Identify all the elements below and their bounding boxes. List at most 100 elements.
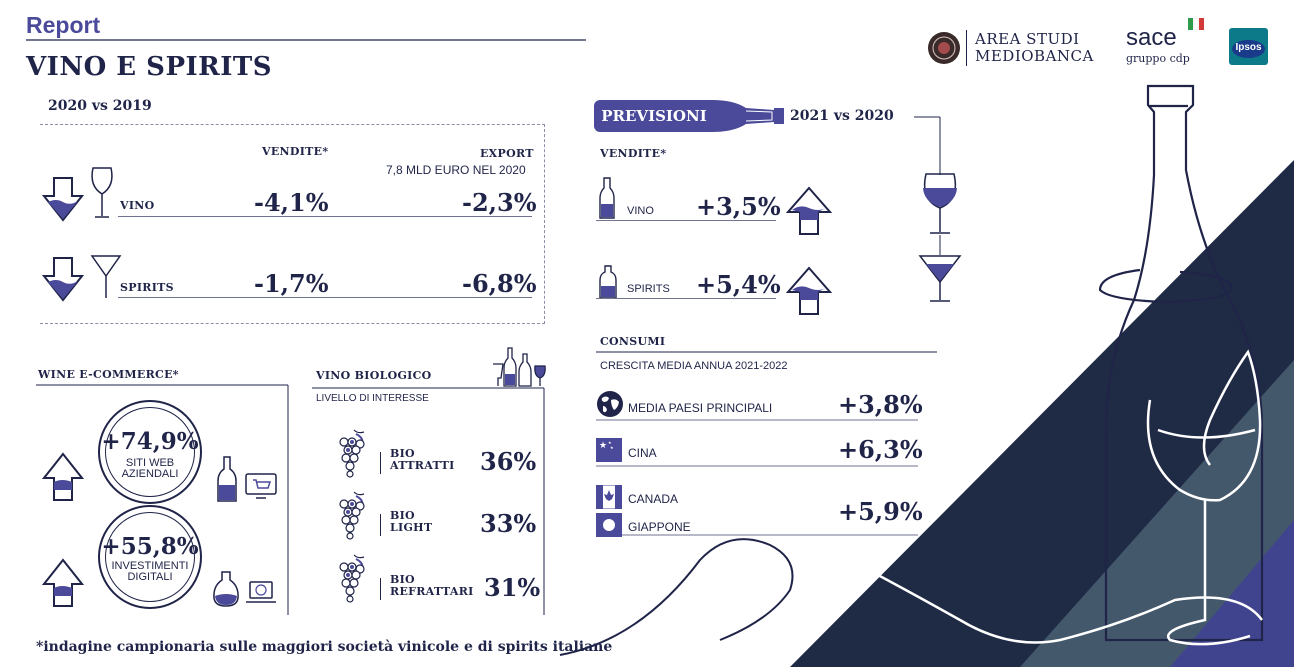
wine-bottle-icon — [599, 177, 615, 219]
forecast-col-vendite: VENDITE* — [600, 147, 667, 160]
consumi-subtitle: CRESCITA MEDIA ANNUA 2021-2022 — [600, 360, 788, 372]
globe-icon — [597, 391, 623, 417]
bio-value: 33% — [480, 509, 537, 538]
svg-text:★: ★ — [610, 445, 614, 450]
ecommerce-circle — [98, 400, 202, 504]
logo-divider — [966, 30, 967, 66]
bio-label: BIO LIGHT — [390, 510, 432, 534]
ecommerce-title: WINE E-COMMERCE* — [38, 368, 179, 381]
bio-label-line2: ATTRATTI — [390, 459, 455, 472]
forecast-period: 2021 vs 2020 — [790, 108, 894, 124]
forecast-badge: PREVISIONI — [594, 100, 714, 132]
grapes-icon — [339, 429, 365, 478]
sace-sub: gruppo cdp — [1126, 52, 1190, 65]
bio-value: 36% — [480, 447, 537, 476]
up-arrow-icon — [42, 558, 84, 607]
consumi-row-label: CINA — [628, 446, 657, 460]
ecommerce-label-line2: DIGITALI — [127, 571, 173, 583]
up-arrow-icon — [42, 452, 84, 501]
consumi-title: CONSUMI — [600, 335, 666, 348]
past-col-export: EXPORT — [480, 147, 534, 160]
bottle-line-art — [1098, 84, 1264, 642]
page-title: VINO E SPIRITS — [26, 52, 273, 82]
row-underline — [596, 220, 776, 221]
ecommerce-label: INVESTIMENTI DIGITALI — [100, 561, 200, 583]
consumi-row-value: +5,9% — [838, 497, 923, 526]
forecast-row-label: VINO — [627, 205, 654, 217]
consumi-row-label: GIAPPONE — [628, 520, 691, 534]
japan-flag-icon — [596, 513, 622, 537]
laptop-euro-icon — [246, 581, 276, 603]
past-row-vendite: -4,1% — [254, 188, 329, 217]
glass-line-art — [699, 349, 1264, 646]
ecommerce-value: +74,9% — [101, 428, 199, 455]
consumi-row-label: MEDIA PAESI PRINCIPALI — [628, 401, 773, 415]
row-underline — [118, 297, 532, 298]
bio-label-line1: BIO — [390, 447, 415, 460]
bio-label: BIO REFRATTARI — [390, 574, 474, 598]
past-row-export: -2,3% — [462, 188, 537, 217]
down-arrow-icon — [42, 177, 84, 222]
footnote: *indagine campionaria sulle maggiori soc… — [36, 639, 613, 655]
bio-value: 31% — [484, 573, 541, 602]
forecast-row-value: +5,4% — [696, 270, 781, 299]
italy-flag-icon — [1188, 18, 1204, 30]
ecommerce-label-line1: INVESTIMENTI — [111, 560, 189, 572]
sace-logo: sace — [1126, 24, 1177, 51]
wine-glass-icon — [91, 167, 113, 218]
forecast-row-label: SPIRITS — [627, 283, 670, 295]
martini-glass-icon — [90, 255, 122, 298]
bio-subtitle: LIVELLO DI INTERESSE — [316, 393, 429, 404]
wine-bottle-icon — [217, 456, 237, 502]
past-export-note: 7,8 MLD EURO NEL 2020 — [386, 163, 526, 177]
svg-text:★: ★ — [599, 441, 607, 451]
separator — [380, 578, 381, 600]
bottle-neck-icon — [712, 100, 784, 132]
bio-label-line2: REFRATTARI — [390, 585, 474, 598]
down-arrow-icon — [42, 257, 84, 302]
china-flag-icon: ★ ★ ★ — [596, 438, 622, 462]
separator — [380, 514, 381, 536]
martini-glass-icon — [918, 255, 962, 302]
ecommerce-label-line2: AZIENDALI — [121, 468, 179, 480]
spirits-bottle-icon — [599, 265, 617, 299]
past-row-label: VINO — [120, 199, 155, 212]
past-period: 2020 vs 2019 — [48, 98, 152, 114]
mediobanca-logo-line2: MEDIOBANCA — [975, 47, 1094, 65]
mediobanca-logo-line1: AREA STUDI — [975, 30, 1080, 48]
mediobanca-seal-icon — [928, 32, 960, 64]
ecommerce-label: SITI WEB AZIENDALI — [100, 458, 200, 480]
grapes-icon — [339, 491, 365, 540]
ipsos-logo: Ipsos — [1229, 28, 1268, 65]
separator — [380, 452, 381, 474]
past-col-vendite: VENDITE* — [262, 145, 329, 158]
consumi-row-value: +3,8% — [838, 390, 923, 419]
report-label: Report — [26, 12, 101, 38]
past-row-vendite: -1,7% — [254, 269, 329, 298]
ecommerce-value: +55,8% — [101, 533, 199, 560]
ecommerce-label-line1: SITI WEB — [125, 457, 175, 469]
past-row-label: SPIRITS — [120, 281, 174, 294]
forecast-row-value: +3,5% — [696, 192, 781, 221]
bio-label-line2: LIGHT — [390, 521, 433, 534]
canada-flag-icon — [596, 485, 622, 509]
row-underline — [118, 216, 532, 217]
past-frame — [40, 124, 545, 324]
decanter-icon — [213, 571, 239, 607]
bio-label-line1: BIO — [390, 509, 415, 522]
consumi-row-value: +6,3% — [838, 435, 923, 464]
ecommerce-circle — [98, 505, 202, 609]
bio-title: VINO BIOLOGICO — [316, 369, 432, 382]
up-arrow-icon — [786, 186, 832, 235]
svg-text:★: ★ — [608, 440, 612, 445]
ipsos-logo-text: Ipsos — [1235, 42, 1262, 53]
past-row-export: -6,8% — [462, 269, 537, 298]
bio-label: BIO ATTRATTI — [390, 448, 455, 472]
consumi-row-label: CANADA — [628, 492, 679, 506]
bio-label-line1: BIO — [390, 573, 415, 586]
bottles-glass-icon — [493, 347, 546, 387]
up-arrow-icon — [786, 266, 832, 315]
row-underline — [596, 298, 776, 299]
grapes-icon — [339, 554, 365, 603]
